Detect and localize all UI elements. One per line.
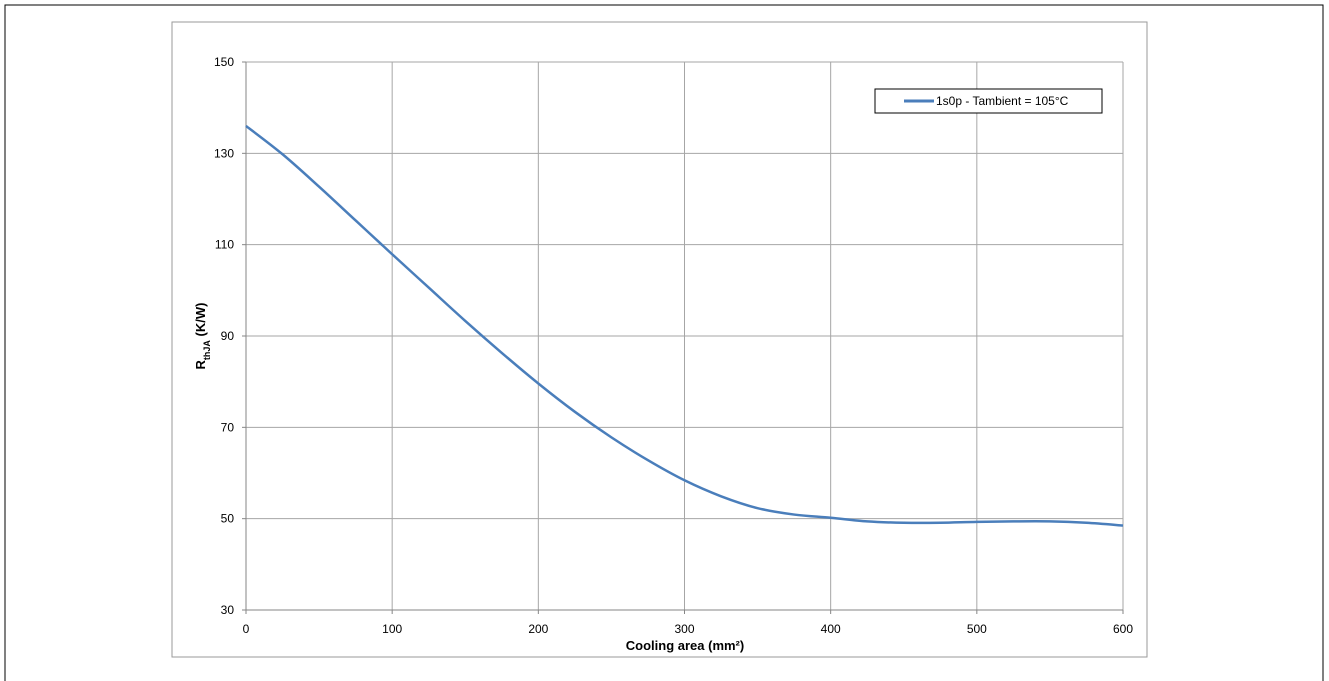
- y-tick-label: 70: [221, 420, 235, 434]
- y-axis-title-suffix: (K/W): [193, 303, 208, 341]
- y-axis-title-main: R: [193, 359, 208, 369]
- outer-border: [4, 4, 1324, 681]
- series-layer: [245, 124, 1124, 527]
- x-tick-label: 200: [528, 622, 548, 636]
- y-tick-label: 150: [214, 55, 234, 69]
- y-axis-title: RthJA (K/W): [193, 303, 212, 370]
- x-tick-label: 300: [674, 622, 694, 636]
- y-tick-labels: 30 50 70 90 110 130 150: [214, 55, 234, 617]
- x-tick-label: 400: [821, 622, 841, 636]
- x-axis-title: Cooling area (mm²): [626, 638, 744, 653]
- chart-area-box: [171, 21, 1148, 658]
- grid-lines: [245, 61, 1124, 611]
- plot-area: [242, 61, 1124, 614]
- series-line: [245, 124, 1124, 527]
- y-tick-label: 90: [221, 329, 235, 343]
- x-tick-label: 0: [243, 622, 250, 636]
- legend-label: 1s0p - Tambient = 105°C: [936, 94, 1069, 108]
- x-tick-label: 500: [967, 622, 987, 636]
- x-tick-labels: 0 100 200 300 400 500 600: [243, 622, 1134, 636]
- y-tick-label: 130: [214, 146, 234, 160]
- y-axis-title-subscript: thJA: [202, 340, 212, 361]
- x-tick-label: 100: [382, 622, 402, 636]
- x-tick-label: 600: [1113, 622, 1133, 636]
- y-tick-label: 30: [221, 603, 235, 617]
- y-tick-label: 50: [221, 512, 235, 526]
- y-tick-label: 110: [215, 238, 234, 252]
- legend: 1s0p - Tambient = 105°C: [874, 88, 1103, 114]
